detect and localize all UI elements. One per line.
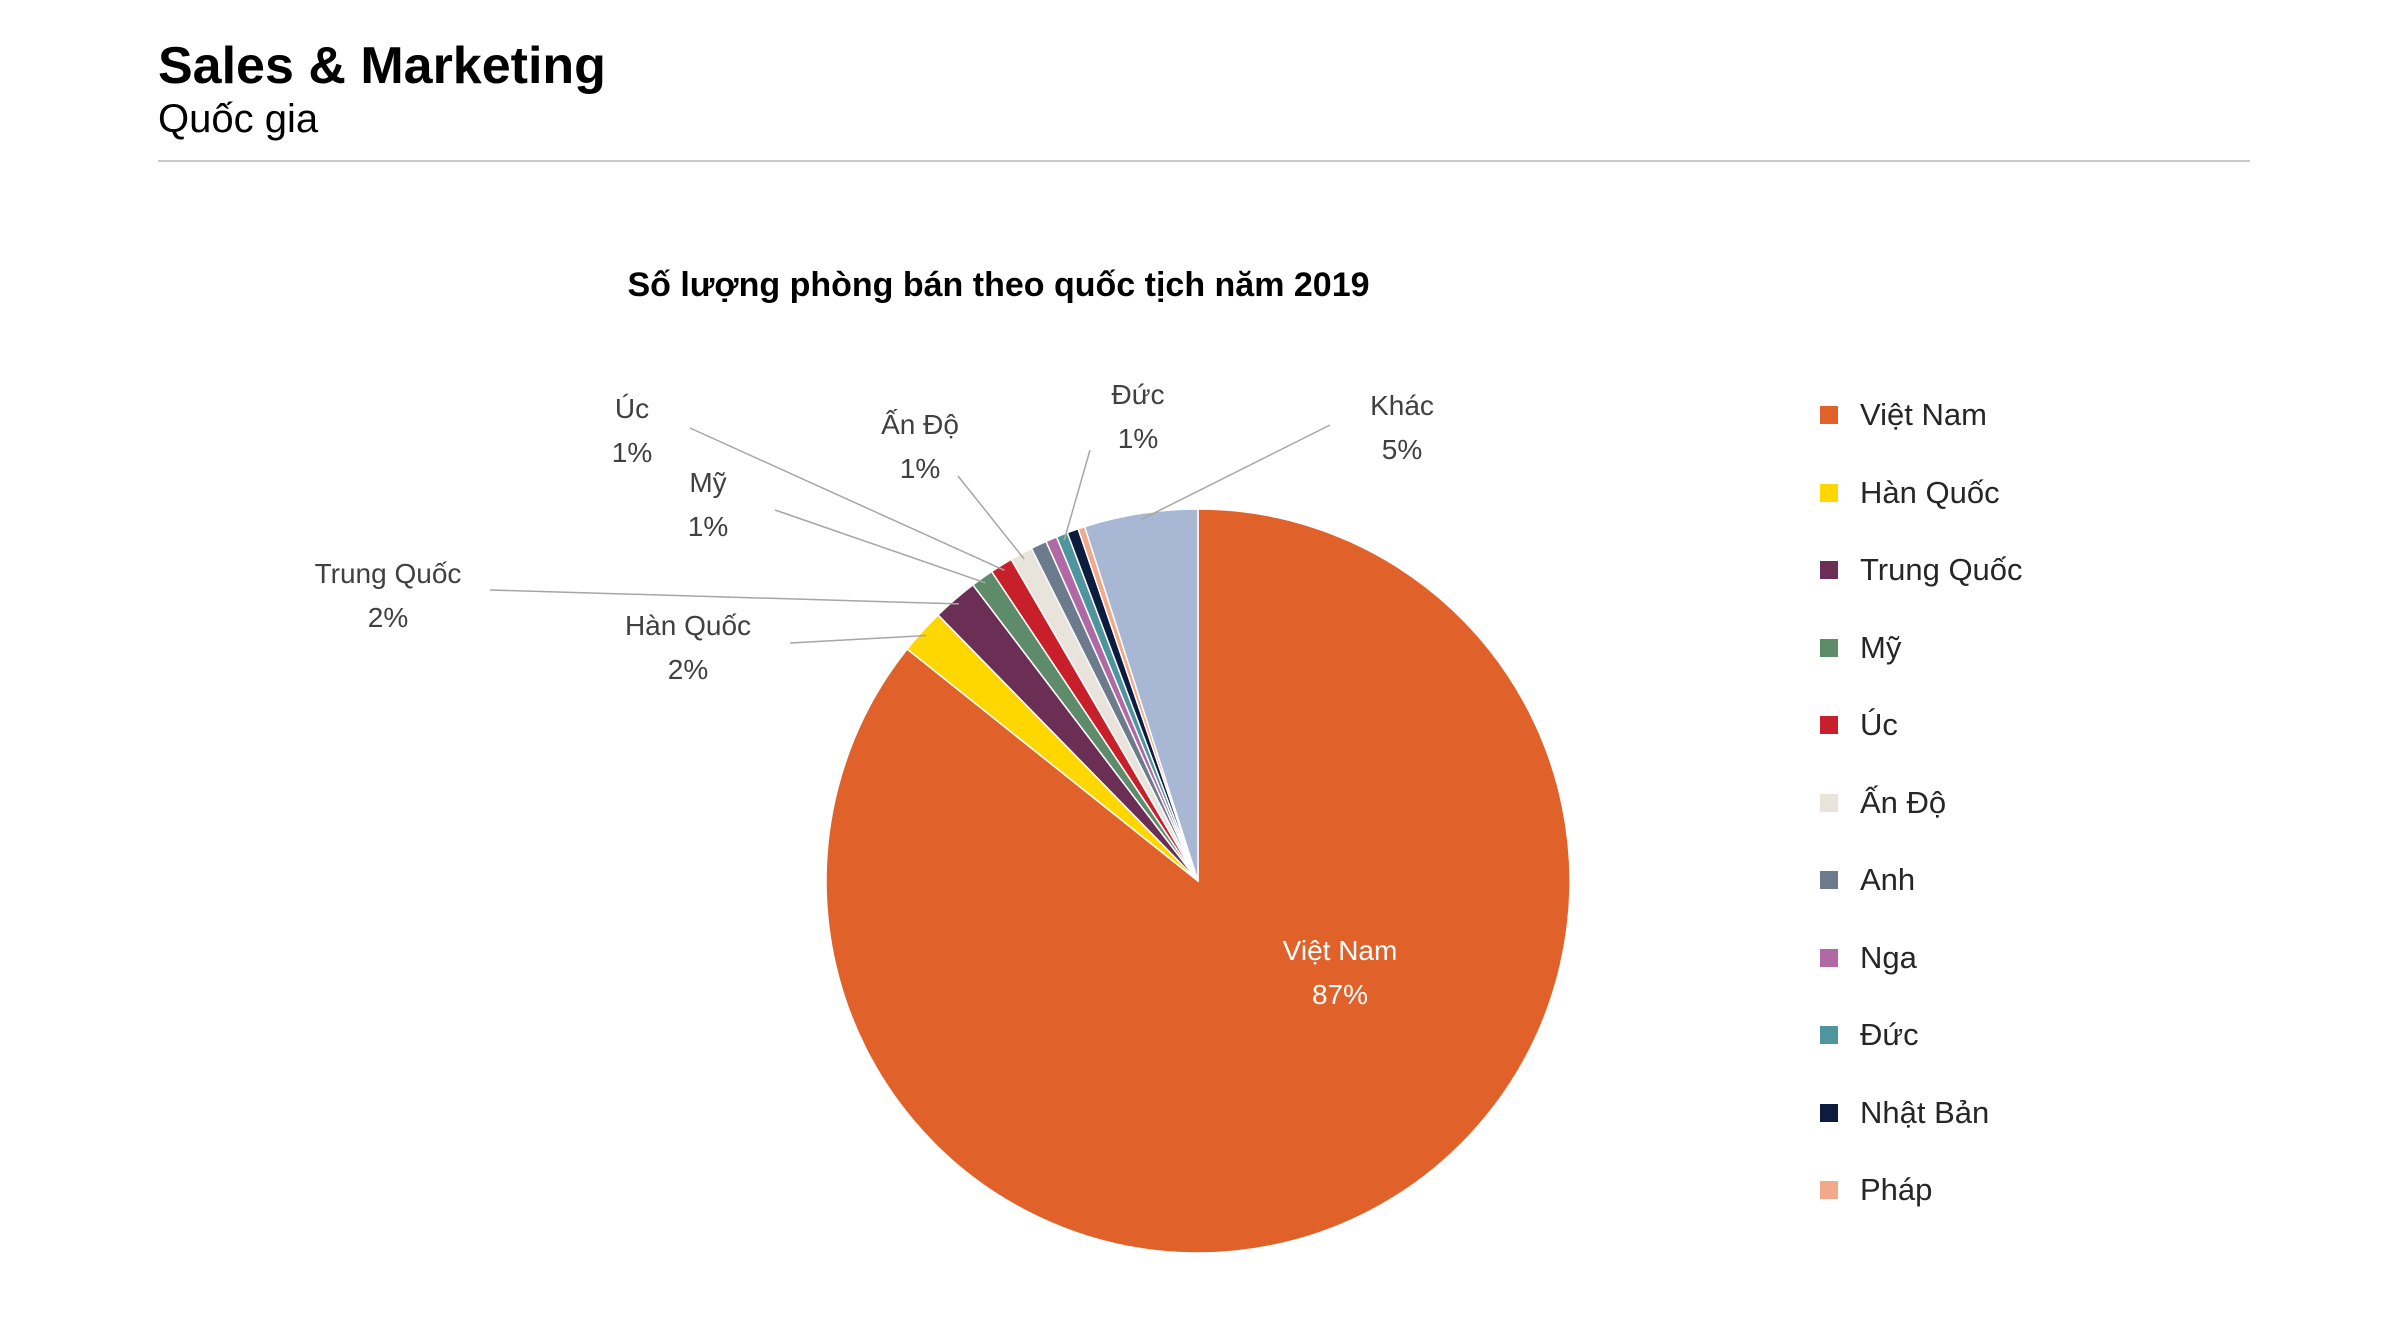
legend-label-trung-quoc: Trung Quốc (1860, 552, 2023, 587)
legend-item-anh: Anh (1820, 860, 1915, 900)
chart-title-container: Số lượng phòng bán theo quốc tịch năm 20… (0, 266, 2393, 305)
legend-swatch-trung-quoc (1820, 561, 1838, 579)
slice-label-percent-an-do: 1% (900, 453, 940, 484)
legend-item-viet-nam: Việt Nam (1820, 395, 1987, 435)
slice-label-viet-nam: Việt Nam 87% (1283, 935, 1398, 1010)
leader-line-han-quoc (789, 634, 927, 644)
legend-label-my: Mỹ (1860, 629, 1902, 665)
leader-line-uc (689, 427, 1005, 572)
slice-label-percent-khac: 5% (1382, 434, 1422, 465)
legend-label-duc: Đức (1860, 1017, 1919, 1052)
slice-label-duc: Đức 1% (1112, 379, 1165, 454)
legend-swatch-uc (1820, 716, 1838, 734)
legend-swatch-duc (1820, 1026, 1838, 1044)
legend-label-nhat-ban: Nhật Bản (1860, 1094, 1990, 1130)
slice-label-percent-duc: 1% (1118, 423, 1158, 454)
legend-label-phap: Pháp (1860, 1172, 1933, 1207)
slice-label-name-duc: Đức (1112, 379, 1165, 410)
page-subtitle: Quốc gia (158, 97, 319, 141)
slice-label-name-my: Mỹ (689, 467, 726, 498)
leader-lines (489, 424, 1331, 644)
slice-label-percent-uc: 1% (612, 437, 652, 468)
slice-label-name-trung-quoc: Trung Quốc (315, 558, 462, 589)
leader-line-my (774, 509, 986, 584)
pie-slices (825, 508, 1571, 1254)
leader-line-khac (1141, 424, 1331, 521)
slice-label-an-do: Ấn Độ 1% (881, 409, 959, 484)
legend-swatch-nga (1820, 948, 1838, 967)
legend-item-han-quoc: Hàn Quốc (1820, 473, 2000, 513)
legend-label-uc: Úc (1860, 707, 1898, 742)
legend-item-nga: Nga (1820, 938, 1917, 978)
legend-swatch-my (1820, 638, 1838, 657)
legend-label-han-quoc: Hàn Quốc (1860, 474, 2000, 510)
slice-labels: Việt Nam 87% Hàn Quốc 2% Trung Quốc 2% Mỹ 1% Úc 1… (315, 379, 1434, 1010)
legend-item-duc: Đức (1820, 1015, 1919, 1055)
legend-item-phap: Pháp (1820, 1170, 1932, 1210)
legend-label-nga: Nga (1860, 939, 1917, 975)
slice-label-name-an-do: Ấn Độ (881, 409, 959, 440)
legend-swatch-viet-nam (1820, 406, 1838, 424)
chart-title: Số lượng phòng bán theo quốc tịch năm 20… (627, 266, 1370, 304)
legend-item-an-do: Ấn Độ (1820, 783, 1946, 823)
header-divider (158, 160, 2250, 162)
slice-label-name-khac: Khác (1370, 390, 1434, 421)
leader-line-trung-quoc (489, 589, 959, 605)
legend-item-my: Mỹ (1820, 628, 1901, 668)
slice-label-trung-quoc: Trung Quốc 2% (315, 558, 462, 633)
legend-swatch-han-quoc (1820, 483, 1838, 502)
page-title: Sales & Marketing (158, 37, 606, 95)
legend-label-an-do: Ấn Độ (1860, 784, 1947, 820)
legend-item-trung-quoc: Trung Quốc (1820, 550, 2023, 590)
legend-swatch-anh (1820, 871, 1838, 889)
legend-label-viet-nam: Việt Nam (1860, 397, 1987, 432)
slice-label-han-quoc: Hàn Quốc 2% (625, 610, 751, 685)
slice-label-percent-viet-nam: 87% (1312, 979, 1368, 1010)
leader-line-an-do (957, 475, 1025, 560)
slice-label-khac: Khác 5% (1370, 390, 1434, 465)
legend-item-nhat-ban: Nhật Bản (1820, 1093, 1989, 1133)
pie-slice-khac (1083, 508, 1199, 882)
legend-swatch-nhat-ban (1820, 1103, 1838, 1122)
slice-label-name-viet-nam: Việt Nam (1283, 935, 1398, 966)
slice-label-percent-han-quoc: 2% (668, 654, 708, 685)
slice-label-uc: Úc 1% (612, 393, 652, 468)
legend-item-uc: Úc (1820, 705, 1898, 745)
legend-label-anh: Anh (1860, 862, 1916, 897)
slice-label-percent-trung-quoc: 2% (368, 602, 408, 633)
slice-label-my: Mỹ 1% (688, 467, 728, 542)
slice-label-name-uc: Úc (615, 393, 649, 424)
leader-line-duc (1063, 449, 1091, 541)
slice-label-name-han-quoc: Hàn Quốc (625, 610, 751, 641)
legend-swatch-an-do (1820, 793, 1838, 812)
slice-label-percent-my: 1% (688, 511, 728, 542)
legend-swatch-phap (1820, 1181, 1838, 1199)
